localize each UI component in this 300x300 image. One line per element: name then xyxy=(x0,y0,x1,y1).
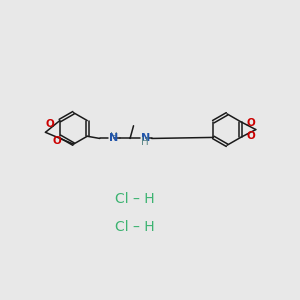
Text: Cl – H: Cl – H xyxy=(115,220,155,234)
Text: O: O xyxy=(53,136,62,146)
Text: N: N xyxy=(141,133,150,143)
Text: O: O xyxy=(45,119,54,129)
Text: H: H xyxy=(141,137,149,147)
Text: N: N xyxy=(110,134,118,143)
Text: H: H xyxy=(110,132,118,142)
Text: O: O xyxy=(247,118,256,128)
Text: Cl – H: Cl – H xyxy=(115,192,155,206)
Text: O: O xyxy=(247,131,256,141)
